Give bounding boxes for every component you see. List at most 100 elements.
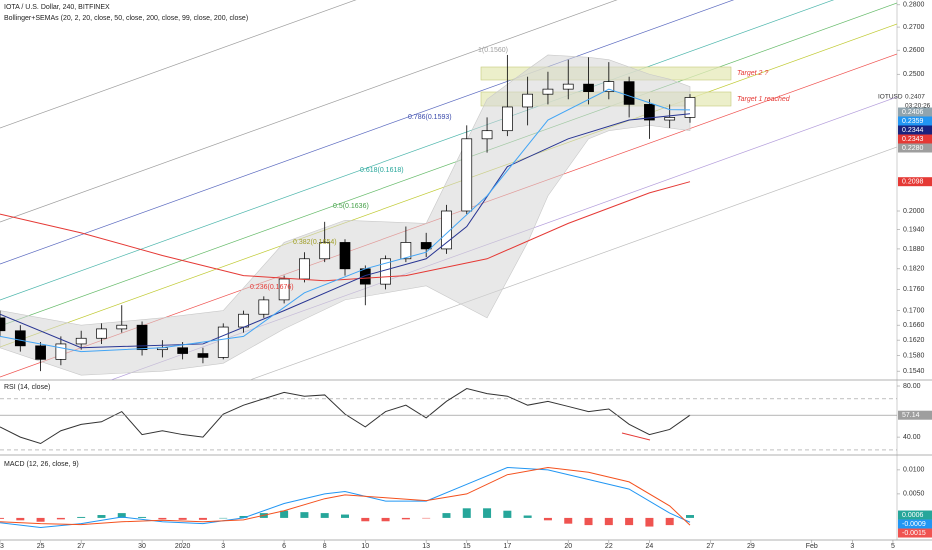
x-tick-label: 25	[37, 543, 45, 550]
price-badge	[898, 510, 932, 520]
price-badge-label: 0.2343	[902, 136, 924, 143]
y-tick-label: 0.2700	[903, 24, 925, 31]
price-badge	[898, 177, 932, 187]
histogram-bar	[56, 517, 65, 520]
series-line	[0, 388, 691, 445]
fib-label: 0.382(0.1654)	[293, 239, 337, 246]
histogram-bar	[361, 517, 370, 522]
x-tick-label: 20	[564, 543, 572, 550]
histogram-bar	[422, 517, 431, 519]
candle-body	[35, 345, 46, 360]
price-badge	[898, 143, 932, 153]
y-tick-label: 0.1620	[903, 337, 925, 344]
x-tick-label: 3	[221, 543, 225, 550]
candle-body	[136, 324, 148, 351]
histogram-bar	[686, 515, 694, 518]
y-tick-label: 0.2600	[903, 47, 925, 54]
price-badge-label: -0.0009	[902, 521, 926, 528]
x-tick-label: 22	[605, 543, 613, 550]
candle-body	[481, 130, 493, 140]
price-badge	[898, 134, 932, 144]
y-tick-label: 0.1940	[903, 227, 925, 234]
series-line	[0, 466, 691, 526]
histogram-bar	[0, 517, 4, 519]
candle-body	[623, 81, 635, 105]
histogram-bar	[665, 517, 674, 526]
pane	[0, 466, 694, 529]
fib-label: 1(0.1560)	[478, 47, 508, 54]
y-tick-label: 0.1820	[903, 266, 925, 273]
y-tick-label: 0.2800	[903, 2, 925, 9]
histogram-bar	[158, 517, 167, 520]
y-tick-label: 0.1580	[903, 352, 925, 359]
x-tick-label: 6	[282, 543, 286, 550]
histogram-bar	[300, 512, 309, 518]
histogram-bar	[198, 517, 207, 520]
series-line	[0, 466, 691, 529]
histogram-bar	[645, 517, 654, 527]
series-line	[0, 181, 691, 282]
candle-body	[522, 93, 533, 108]
price-badge	[898, 528, 932, 538]
y-tick-label: 0.1880	[903, 246, 925, 253]
symbol-label: IOTUSD	[878, 94, 903, 101]
histogram-bar	[280, 510, 289, 518]
fib-label: 0.618(0.1618)	[360, 167, 404, 174]
x-tick-label: 8	[323, 543, 327, 550]
y-tick-label: 80.00	[903, 383, 921, 390]
series-line	[0, 113, 691, 349]
price-badge	[898, 107, 932, 117]
histogram-bar	[483, 508, 492, 518]
candle-body	[96, 328, 107, 339]
y-tick-label: 0.2500	[903, 71, 925, 78]
price-badge-label: 57.14	[902, 412, 920, 419]
candle-body	[684, 97, 696, 118]
candle-body	[542, 88, 554, 95]
candle-body	[603, 81, 615, 93]
candle-body	[420, 242, 432, 250]
candle-body	[400, 242, 412, 260]
pane	[0, 54, 696, 376]
price-badge-label: 0.2280	[902, 145, 924, 152]
x-tick-label: 27	[706, 543, 714, 550]
histogram-bar	[442, 513, 451, 518]
histogram-bar	[320, 513, 329, 518]
pane	[0, 388, 897, 451]
y-tick-label: 0.2000	[903, 208, 925, 215]
histogram-bar	[16, 517, 25, 521]
x-tick-label: 13	[422, 543, 430, 550]
price-badge	[898, 116, 932, 126]
histogram-bar	[584, 517, 593, 526]
y-tick-label: 0.1660	[903, 322, 925, 329]
candle-body	[339, 242, 351, 270]
histogram-bar	[401, 517, 410, 520]
candle-body	[299, 258, 310, 280]
candle-body	[359, 268, 371, 285]
price-badge-label: 0.2344	[902, 127, 924, 134]
x-tick-label: Feb	[806, 543, 818, 550]
target-label: Target 2 ?	[737, 70, 768, 77]
series-line	[0, 88, 691, 353]
candle-body	[441, 210, 452, 250]
y-tick-label: 40.00	[903, 434, 921, 441]
y-tick-label: 0.1540	[903, 368, 925, 375]
candle-body	[258, 299, 270, 315]
candle-body	[278, 278, 290, 301]
target-label: Target 1 reached	[737, 96, 791, 103]
histogram-bar	[97, 515, 106, 518]
candle-body	[461, 138, 473, 212]
macd-title: MACD (12, 26, close, 9)	[4, 461, 79, 468]
price-badge-label: 0.2359	[902, 118, 924, 125]
rsi-title: RSI (14, close)	[4, 384, 50, 391]
histogram-bar	[604, 517, 613, 526]
y-tick-label: 0.1760	[903, 286, 925, 293]
price-badge	[898, 519, 932, 529]
channel-line	[0, 0, 835, 301]
candle-body	[583, 83, 594, 93]
bollinger-band	[0, 54, 691, 376]
x-tick-label: 17	[503, 543, 511, 550]
channel-line	[0, 0, 357, 129]
candle-body	[75, 337, 87, 345]
histogram-bar	[138, 516, 147, 518]
